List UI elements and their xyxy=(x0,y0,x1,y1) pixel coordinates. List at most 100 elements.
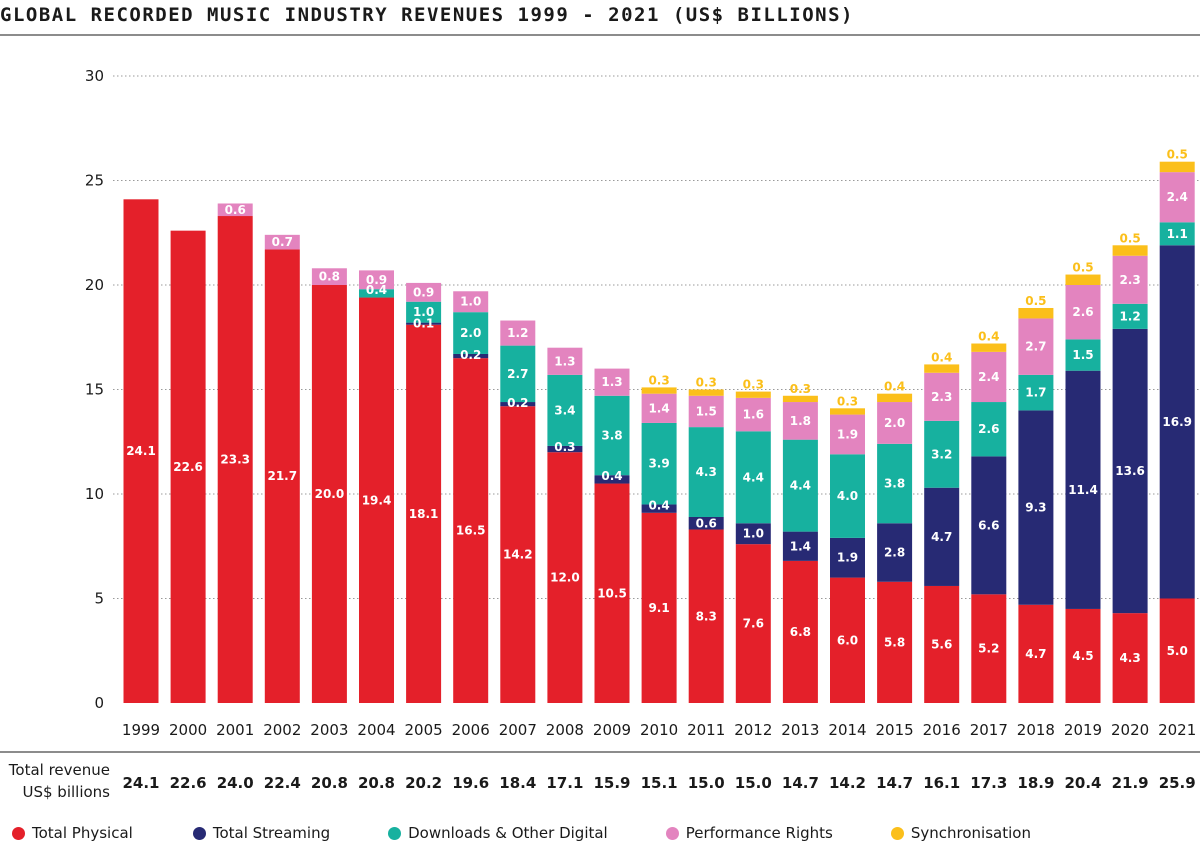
bar-performance-2013 xyxy=(782,402,818,440)
legend-item-sync: Synchronisation xyxy=(890,824,1031,842)
bar-physical-2003 xyxy=(311,285,347,703)
value-label-physical: 23.3 xyxy=(220,453,250,467)
value-label-streaming: 2.8 xyxy=(884,546,905,560)
bar-stack-2012: 7.6 1.0 4.4 1.6 0.3 xyxy=(735,378,771,703)
value-label-streaming: 1.4 xyxy=(790,539,811,553)
value-label-physical: 21.7 xyxy=(267,469,297,483)
value-label-physical: 4.5 xyxy=(1072,649,1093,663)
bar-performance-2017 xyxy=(971,351,1007,403)
value-label-performance: 1.5 xyxy=(696,404,717,418)
value-label-performance: 1.8 xyxy=(790,414,811,428)
bar-physical-2002 xyxy=(264,249,300,703)
legend-dot-icon xyxy=(388,826,402,840)
bar-stack-2010: 9.1 0.4 3.9 1.4 0.3 xyxy=(641,373,677,703)
legend-item-streaming: Total Streaming xyxy=(192,824,330,842)
value-label-physical: 14.2 xyxy=(503,548,533,562)
value-label-performance: 1.4 xyxy=(648,401,669,415)
value-label-sync: 0.3 xyxy=(648,373,669,387)
value-label-physical: 9.1 xyxy=(648,601,669,615)
x-tick-label: 2006 xyxy=(452,721,490,739)
bar-performance-2002 xyxy=(264,234,300,250)
legend-dot-icon xyxy=(890,826,904,840)
value-label-sync: 0.3 xyxy=(837,394,858,408)
y-axis: 0 5 10 15 20 25 30 xyxy=(85,67,104,712)
bar-downloads-2015 xyxy=(877,443,913,524)
value-label-physical: 12.0 xyxy=(550,571,580,585)
bar-downloads-2014 xyxy=(830,454,865,538)
bar-performance-2009 xyxy=(594,368,630,396)
bar-physical-2021 xyxy=(1159,598,1195,703)
total-value: 15.0 xyxy=(688,774,725,792)
value-label-downloads: 4.0 xyxy=(837,489,858,503)
bar-performance-2014 xyxy=(830,414,865,455)
x-tick-label: 2020 xyxy=(1111,721,1149,739)
y-tick-label: 20 xyxy=(85,276,104,294)
x-tick-label: 2012 xyxy=(734,721,772,739)
total-value: 16.1 xyxy=(923,774,960,792)
value-label-downloads: 4.4 xyxy=(790,479,811,493)
x-tick-label: 2001 xyxy=(216,721,254,739)
totals-row: Total revenue US$ billions 24.1 22.6 24.0 2… xyxy=(8,761,1196,801)
bar-performance-2019 xyxy=(1065,285,1101,340)
value-label-streaming: 0.1 xyxy=(413,317,434,331)
bar-stack-1999: 24.1 xyxy=(123,199,159,703)
value-label-performance: 2.3 xyxy=(931,390,952,404)
total-value: 15.9 xyxy=(593,774,630,792)
bar-streaming-2017 xyxy=(971,456,1007,595)
value-label-sync: 0.5 xyxy=(1167,148,1188,162)
value-label-performance: 0.8 xyxy=(319,270,340,284)
value-label-streaming: 4.7 xyxy=(931,530,952,544)
bar-streaming-2020 xyxy=(1112,328,1148,614)
bar-physical-1999 xyxy=(123,199,159,703)
value-label-streaming: 1.9 xyxy=(837,551,858,565)
x-tick-label: 2018 xyxy=(1017,721,1055,739)
totals-row-label-line2: US$ billions xyxy=(22,783,110,801)
y-tick-label: 25 xyxy=(85,172,104,190)
bar-downloads-2011 xyxy=(688,427,724,517)
value-label-sync: 0.4 xyxy=(978,330,999,344)
bar-downloads-2007 xyxy=(500,345,536,403)
legend-label: Total Physical xyxy=(32,824,133,842)
bar-physical-2010 xyxy=(641,512,677,703)
total-value: 15.1 xyxy=(641,774,678,792)
bar-stack-2017: 5.2 6.6 2.6 2.4 0.4 xyxy=(971,330,1007,703)
bar-physical-2004 xyxy=(359,297,394,703)
bar-stack-2019: 4.5 11.4 1.5 2.6 0.5 xyxy=(1065,261,1101,703)
x-tick-label: 2014 xyxy=(828,721,866,739)
total-value: 17.3 xyxy=(970,774,1007,792)
bar-physical-2018 xyxy=(1018,604,1054,703)
bar-stack-2007: 14.2 0.2 2.7 1.2 xyxy=(500,320,536,703)
chart-title: GLOBAL RECORDED MUSIC INDUSTRY REVENUES … xyxy=(0,4,854,26)
bar-stack-2001: 23.3 0.6 xyxy=(217,203,253,703)
y-tick-label: 0 xyxy=(94,694,104,712)
total-value: 20.8 xyxy=(311,774,348,792)
bar-stack-2008: 12.0 0.3 3.4 1.3 xyxy=(547,347,583,703)
bar-physical-2005 xyxy=(406,324,442,703)
bar-physical-2000 xyxy=(170,230,206,703)
value-label-streaming: 0.6 xyxy=(696,516,717,530)
total-value: 21.9 xyxy=(1112,774,1149,792)
bar-performance-2018 xyxy=(1018,318,1054,375)
bar-stack-2006: 16.5 0.2 2.0 1.0 xyxy=(453,291,489,703)
value-label-performance: 2.6 xyxy=(1072,305,1093,319)
bar-stack-2018: 4.7 9.3 1.7 2.7 0.5 xyxy=(1018,294,1054,703)
bar-streaming-2012 xyxy=(735,523,771,545)
bar-stack-2016: 5.6 4.7 3.2 2.3 0.4 xyxy=(924,350,960,703)
value-label-performance: 1.3 xyxy=(601,375,622,389)
total-value: 20.8 xyxy=(358,774,395,792)
legend-dot-icon xyxy=(665,826,679,840)
bar-performance-2005 xyxy=(406,282,442,302)
value-label-sync: 0.5 xyxy=(1025,294,1046,308)
value-label-sync: 0.3 xyxy=(696,376,717,390)
value-label-physical: 5.8 xyxy=(884,635,905,649)
total-value: 25.9 xyxy=(1159,774,1196,792)
value-label-streaming: 0.2 xyxy=(507,396,528,410)
bar-performance-2010 xyxy=(641,393,677,423)
value-label-downloads: 0.4 xyxy=(366,283,387,297)
bar-physical-2007 xyxy=(500,406,536,703)
bar-sync-2016 xyxy=(924,364,960,373)
total-value: 17.1 xyxy=(546,774,583,792)
bar-stack-2020: 4.3 13.6 1.2 2.3 0.5 xyxy=(1112,231,1148,703)
x-tick-label: 2021 xyxy=(1158,721,1196,739)
bar-performance-2006 xyxy=(453,291,489,313)
